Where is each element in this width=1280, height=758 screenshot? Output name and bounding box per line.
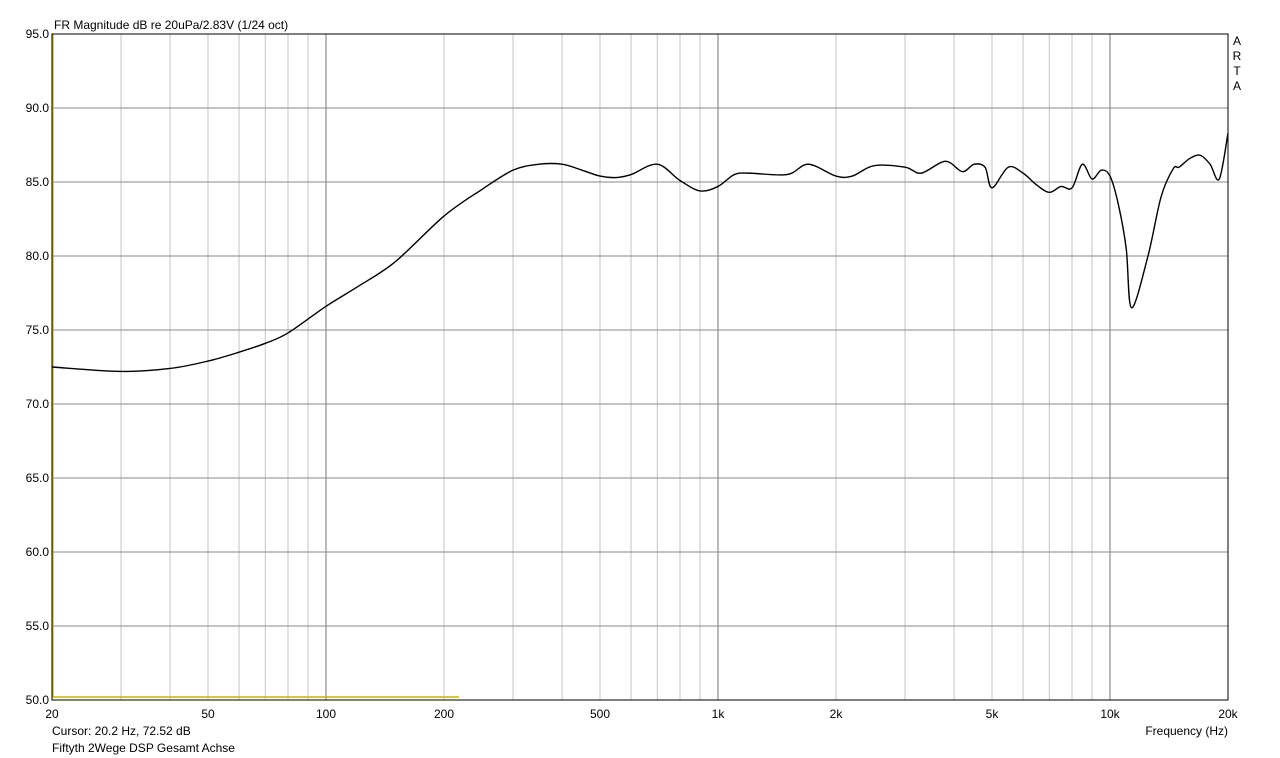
measurement-name: Fiftyth 2Wege DSP Gesamt Achse xyxy=(52,741,235,755)
y-tick-label: 60.0 xyxy=(26,545,50,559)
watermark-letter: T xyxy=(1233,64,1241,78)
y-tick-label: 50.0 xyxy=(26,693,50,707)
x-tick-label: 1k xyxy=(712,707,726,721)
chart-title: FR Magnitude dB re 20uPa/2.83V (1/24 oct… xyxy=(54,18,288,32)
x-tick-label: 200 xyxy=(434,707,454,721)
x-tick-label: 20 xyxy=(45,707,59,721)
x-axis-label: Frequency (Hz) xyxy=(1145,724,1228,738)
x-tick-label: 100 xyxy=(316,707,336,721)
x-tick-label: 10k xyxy=(1100,707,1120,721)
x-tick-label: 500 xyxy=(590,707,610,721)
x-tick-label: 5k xyxy=(986,707,1000,721)
y-tick-label: 80.0 xyxy=(26,249,50,263)
y-tick-label: 90.0 xyxy=(26,101,50,115)
watermark-letter: R xyxy=(1233,49,1242,63)
watermark-letter: A xyxy=(1233,34,1241,48)
x-tick-label: 20k xyxy=(1218,707,1238,721)
cursor-lines[interactable] xyxy=(52,34,459,698)
watermark-letter: A xyxy=(1233,79,1241,93)
y-tick-label: 75.0 xyxy=(26,323,50,337)
y-tick-label: 70.0 xyxy=(26,397,50,411)
y-tick-label: 55.0 xyxy=(26,619,50,633)
cursor-readout: Cursor: 20.2 Hz, 72.52 dB xyxy=(52,724,191,738)
y-tick-label: 65.0 xyxy=(26,471,50,485)
y-tick-label: 85.0 xyxy=(26,175,50,189)
y-tick-labels: 50.0 55.0 60.0 65.0 70.0 75.0 80.0 85.0 90.0 95.0 xyxy=(26,27,50,707)
grid xyxy=(51,33,1229,701)
x-tick-label: 2k xyxy=(830,707,844,721)
series-line xyxy=(51,133,1229,373)
x-tick-labels: 20 50 100 200 500 1k 2k 5k 10k 20k xyxy=(45,707,1238,721)
y-tick-label: 95.0 xyxy=(26,27,50,41)
plot-frame xyxy=(51,33,1229,701)
x-tick-label: 50 xyxy=(201,707,215,721)
